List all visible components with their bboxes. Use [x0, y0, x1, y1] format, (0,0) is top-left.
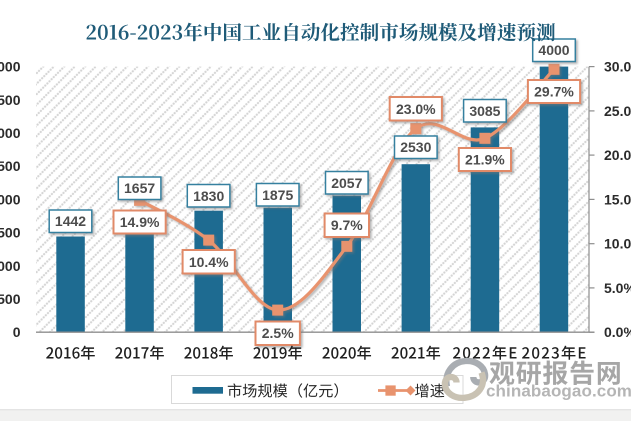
svg-text:1657: 1657 — [124, 180, 155, 196]
svg-text:30.0%: 30.0% — [604, 59, 631, 75]
svg-text:4000: 4000 — [538, 42, 569, 58]
svg-text:1442: 1442 — [55, 213, 86, 229]
svg-text:15.0%: 15.0% — [604, 191, 631, 207]
svg-text:1,500: 1,500 — [0, 225, 21, 241]
svg-text:chinabaogao.com: chinabaogao.com — [486, 382, 631, 401]
svg-text:4,000: 4,000 — [0, 59, 21, 75]
svg-text:2057: 2057 — [331, 175, 362, 191]
svg-text:10.4%: 10.4% — [189, 254, 229, 270]
svg-text:23.0%: 23.0% — [396, 101, 436, 117]
svg-text:3,000: 3,000 — [0, 125, 21, 141]
svg-text:1830: 1830 — [193, 188, 224, 204]
svg-text:1,000: 1,000 — [0, 258, 21, 274]
svg-text:21.9%: 21.9% — [465, 152, 505, 168]
svg-text:2.5%: 2.5% — [262, 325, 294, 341]
svg-text:3085: 3085 — [469, 103, 500, 119]
svg-text:9.7%: 9.7% — [331, 217, 363, 233]
svg-text:0.0%: 0.0% — [604, 324, 631, 340]
svg-text:500: 500 — [0, 291, 21, 307]
svg-text:10.0%: 10.0% — [604, 236, 631, 252]
svg-text:20.0%: 20.0% — [604, 147, 631, 163]
svg-text:5.0%: 5.0% — [604, 280, 631, 296]
svg-text:1875: 1875 — [262, 187, 293, 203]
svg-text:3,500: 3,500 — [0, 92, 21, 108]
svg-text:2530: 2530 — [400, 139, 431, 155]
svg-text:25.0%: 25.0% — [604, 103, 631, 119]
svg-text:29.7%: 29.7% — [534, 84, 574, 100]
svg-text:0: 0 — [13, 324, 21, 340]
svg-text:2,000: 2,000 — [0, 191, 21, 207]
svg-text:2,500: 2,500 — [0, 158, 21, 174]
svg-text:14.9%: 14.9% — [120, 214, 160, 230]
